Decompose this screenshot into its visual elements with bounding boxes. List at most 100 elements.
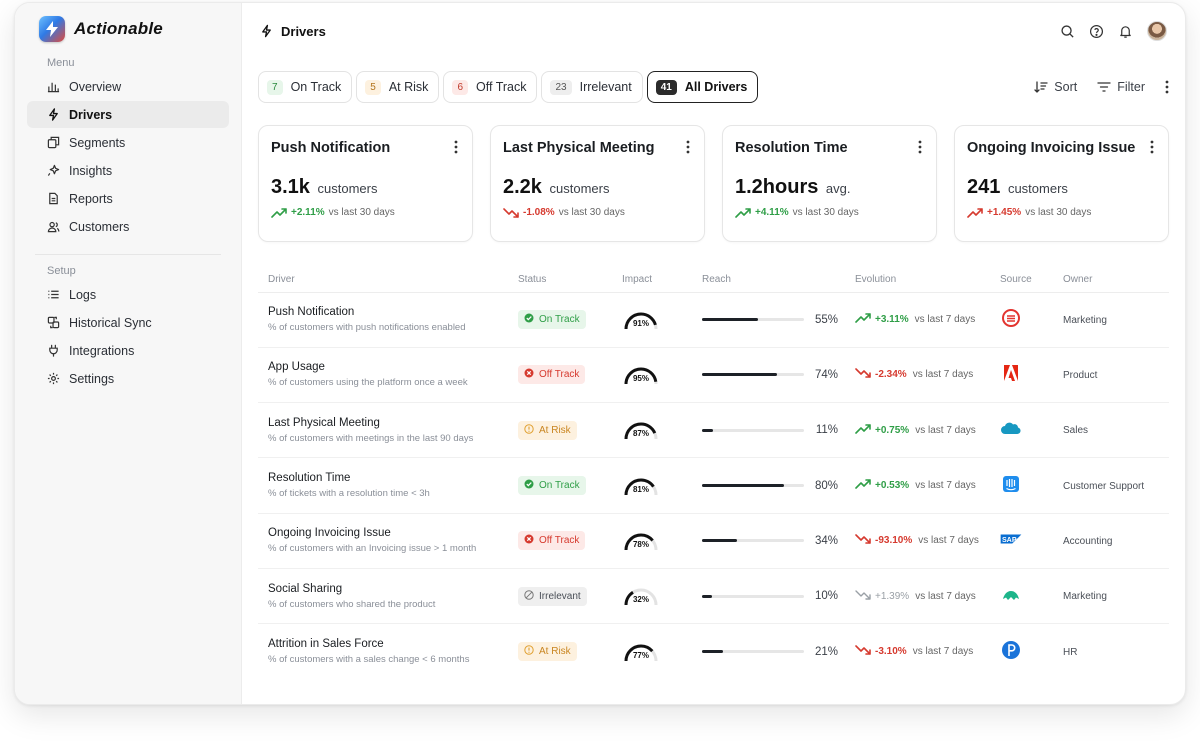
app-logo[interactable]: Actionable [27,15,229,43]
impact-value: 81% [632,484,649,494]
kpi-card[interactable]: Push Notification 3.1k customers +2.11% … [258,125,473,242]
sidebar-item-reports[interactable]: Reports [27,185,229,212]
status-cell: Off Track [508,513,612,569]
tab-at-risk[interactable]: 5 At Risk [356,71,440,103]
column-header-reach[interactable]: Reach [692,268,845,293]
driver-name: App Usage [268,361,325,374]
sidebar-item-segments[interactable]: Segments [27,129,229,156]
tab-count: 23 [550,79,572,95]
status-label: On Track [539,480,580,492]
evolution-period: vs last 7 days [912,369,974,381]
source-cell [990,292,1053,348]
tab-irrelevant[interactable]: 23 Irrelevant [541,71,643,103]
driver-name: Last Physical Meeting [268,416,380,429]
column-header-impact[interactable]: Impact [612,268,692,293]
driver-name: Attrition in Sales Force [268,638,384,651]
kpi-card[interactable]: Resolution Time 1.2hours avg. +4.11% vs … [722,125,937,242]
table-row[interactable]: Social Sharing % of customers who shared… [258,568,1169,625]
tab-label: On Track [290,80,342,94]
column-header-status[interactable]: Status [508,268,612,293]
column-header-source[interactable]: Source [990,268,1053,293]
impact-gauge-arc [624,478,658,495]
card-value-unit: customers [1007,181,1068,196]
sidebar-item-label: Reports [69,191,113,206]
kpi-cards: Push Notification 3.1k customers +2.11% … [258,125,1169,242]
card-menu-icon[interactable] [918,140,922,154]
card-delta-period: vs last 30 days [558,207,625,218]
reach-cell: 55% [692,292,845,348]
salesforce-icon [1000,422,1022,443]
card-delta-value: +1.45% [987,207,1022,218]
driver-description: % of customers with push notifications e… [268,322,466,334]
status-cell: On Track [508,457,612,514]
sidebar-item-integrations[interactable]: Integrations [27,337,229,364]
impact-gauge-arc [624,422,658,440]
sidebar-item-customers[interactable]: Customers [27,213,229,240]
card-menu-icon[interactable] [686,140,690,154]
table-row[interactable]: Last Physical Meeting % of customers wit… [258,402,1169,459]
reach-value: 34% [814,534,838,547]
lightning-icon [49,108,58,121]
reach-cell: 34% [692,513,845,569]
table-row[interactable]: App Usage % of customers using the platf… [258,347,1169,404]
reach-bar-fill [702,484,784,488]
evolution-value: -93.10% [875,535,913,547]
impact-gauge: 77% [622,641,660,663]
table-row[interactable]: Ongoing Invoicing Issue % of customers w… [258,513,1169,569]
status-label: Off Track [539,535,580,547]
kpi-card[interactable]: Ongoing Invoicing Issue 241 customers +1… [954,125,1169,242]
evolution-cell: +0.53% vs last 7 days [845,457,990,514]
status-label: At Risk [539,424,571,436]
owner-cell: Product [1053,347,1169,404]
impact-gauge-arc [624,644,658,661]
help-icon[interactable] [1089,24,1104,39]
card-menu-icon[interactable] [454,140,458,154]
column-header-owner[interactable]: Owner [1053,268,1169,293]
trend-up-icon [735,207,751,218]
card-delta-value: +4.11% [755,207,789,218]
impact-cell: 78% [612,513,692,569]
todoist-icon [1000,309,1022,332]
sidebar-item-logs[interactable]: Logs [27,281,229,308]
card-title: Resolution Time [735,140,848,156]
evolution-value: +3.11% [875,314,909,326]
filter-button[interactable]: Filter [1097,80,1145,94]
sidebar-item-drivers[interactable]: Drivers [27,101,229,128]
table-row[interactable]: Attrition in Sales Force % of customers … [258,624,1169,679]
search-icon[interactable] [1060,24,1075,39]
card-menu-icon[interactable] [1150,140,1154,154]
table-row[interactable]: Push Notification % of customers with pu… [258,292,1169,348]
evolution-period: vs last 7 days [918,535,979,547]
source-cell [990,457,1053,514]
bell-icon[interactable] [1118,24,1133,39]
sort-button[interactable]: Sort [1034,80,1077,94]
avatar[interactable] [1147,21,1167,41]
reach-cell: 10% [692,568,845,625]
trend-icon [855,589,871,603]
column-header-driver[interactable]: Driver [258,268,508,293]
kpi-card[interactable]: Last Physical Meeting 2.2k customers -1.… [490,125,705,242]
driver-name: Social Sharing [268,582,343,595]
column-header-evolution[interactable]: Evolution [845,268,990,293]
sidebar-item-insights[interactable]: Insights [27,157,229,184]
sidebar-item-label: Historical Sync [69,315,152,330]
status-icon [524,313,534,326]
sort-label: Sort [1054,80,1078,94]
users-icon [47,221,60,233]
sidebar-item-settings[interactable]: Settings [27,365,229,392]
sidebar-item-label: Logs [69,287,97,302]
evolution-cell: -3.10% vs last 7 days [845,624,990,679]
status-icon [524,589,534,603]
sidebar-item-overview[interactable]: Overview [27,73,229,100]
main-content: Drivers 7 On Track 5 At Risk 6 [242,3,1185,704]
tab-off-track[interactable]: 6 Off Track [443,71,538,103]
sidebar-item-historical-sync[interactable]: Historical Sync [27,309,229,336]
filter-bar: 7 On Track 5 At Risk 6 Off Track 23 Irre… [258,69,1169,105]
tab-all-drivers[interactable]: 41 All Drivers [646,71,759,103]
tab-on-track[interactable]: 7 On Track [258,71,353,103]
table-row[interactable]: Resolution Time % of tickets with a reso… [258,457,1169,514]
more-options-icon[interactable] [1165,80,1169,94]
status-label: Off Track [539,369,580,381]
impact-gauge: 87% [622,419,660,441]
impact-cell: 91% [612,292,692,348]
